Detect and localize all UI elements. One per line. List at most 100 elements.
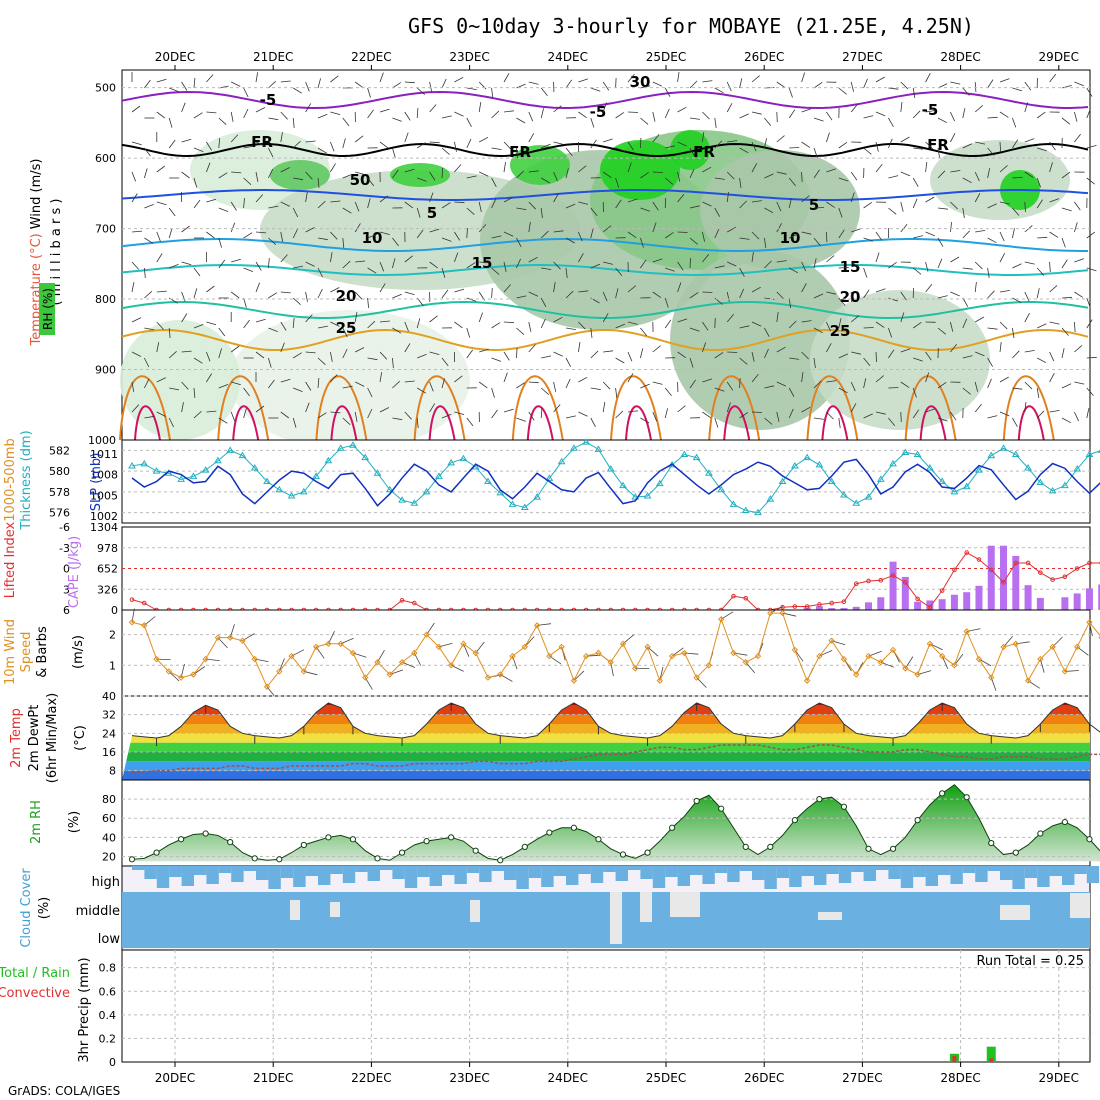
wind-barb xyxy=(404,380,415,383)
wind-barb xyxy=(1061,85,1072,89)
wind-barb xyxy=(441,378,445,389)
wind-speed-point xyxy=(767,609,774,617)
wind-barb xyxy=(850,192,855,203)
wind-barb xyxy=(702,166,712,173)
cloud-high-bar xyxy=(665,866,678,877)
wind-barb xyxy=(454,164,462,173)
cloud-high-bar xyxy=(776,866,790,878)
wind-barb xyxy=(714,87,724,94)
cloud-high-bar xyxy=(268,866,281,889)
wind-barb xyxy=(900,291,907,301)
rh-ytick: 20 xyxy=(102,850,116,863)
wind-speed-point xyxy=(153,655,160,663)
wind-speed-point xyxy=(214,634,222,641)
cloud-high-bar xyxy=(442,866,455,875)
wind-barb xyxy=(243,267,254,272)
wind-speed-point xyxy=(386,671,393,678)
thickness-point xyxy=(864,493,873,500)
wind-barb xyxy=(1012,207,1020,216)
wind-barb xyxy=(627,111,639,113)
wind-barb xyxy=(615,199,622,209)
wind-barb xyxy=(429,104,437,113)
wind-barb xyxy=(739,177,742,188)
wind-barb xyxy=(627,162,632,173)
rh-contour-fill xyxy=(270,160,330,190)
wind-barb xyxy=(677,171,681,182)
thickness-point xyxy=(398,496,406,503)
date-bottom-label: 22DEC xyxy=(351,1071,391,1085)
wind-speed-point xyxy=(460,640,467,647)
wind-barb xyxy=(330,75,339,83)
thickness-point xyxy=(754,508,762,516)
wind-barb xyxy=(1012,228,1015,239)
cloud-high-bar xyxy=(1037,866,1050,887)
cape-bar xyxy=(877,597,885,610)
wind-barb xyxy=(416,207,421,218)
wind-barb xyxy=(379,231,390,235)
wind-barb xyxy=(317,288,323,299)
wind-barb xyxy=(714,317,716,329)
wind-speed-point xyxy=(705,662,713,669)
rh-point xyxy=(963,794,970,801)
wind-barb xyxy=(379,261,385,272)
wind-barb xyxy=(305,81,310,92)
wind-barb xyxy=(305,192,308,203)
wind-barb xyxy=(603,350,614,353)
wind-barb xyxy=(764,207,774,214)
wind-barb xyxy=(1074,321,1076,333)
wind-barb xyxy=(367,297,369,308)
wind-barb xyxy=(640,348,644,359)
wind-barb xyxy=(169,387,180,391)
wind-barb xyxy=(354,201,360,212)
wind-speed-point xyxy=(902,665,909,672)
wind-barb xyxy=(144,327,155,331)
wind-barb xyxy=(231,81,241,87)
thickness-point xyxy=(1011,450,1020,458)
wind-barb xyxy=(243,145,254,149)
wind-barb xyxy=(429,351,440,355)
thickness-point xyxy=(250,464,259,471)
contour-label: 50 xyxy=(350,171,371,189)
temp-ytick: 8 xyxy=(109,765,116,778)
thickness-point xyxy=(496,488,505,496)
wind-ytick: 1 xyxy=(109,659,116,672)
wind-barb xyxy=(292,117,295,128)
cloud-high-bar xyxy=(466,866,480,873)
wind-barb xyxy=(863,289,870,299)
wind-barb xyxy=(739,267,745,277)
wind-speed-point xyxy=(497,671,504,678)
wind-barb xyxy=(169,87,179,92)
wind-barb xyxy=(652,291,662,299)
wind-barb xyxy=(268,168,274,179)
rh-point xyxy=(1012,849,1019,856)
wind-barb xyxy=(516,382,526,389)
lifted-point xyxy=(129,597,135,602)
cloud-high-bar xyxy=(218,866,232,873)
cloud-high-bar xyxy=(652,866,666,888)
wind-barb xyxy=(503,372,508,383)
wind-barb xyxy=(540,207,543,218)
wind-barb xyxy=(925,231,935,237)
wind-barb xyxy=(615,410,624,419)
thickness-point xyxy=(987,451,996,459)
wind-barb xyxy=(553,141,564,145)
wind-barb xyxy=(429,192,434,203)
cloud-high-bar xyxy=(801,866,814,876)
wind-barb xyxy=(950,411,957,421)
wind-barb xyxy=(293,265,304,269)
wind-barb xyxy=(466,227,468,239)
thickness-point xyxy=(876,475,885,482)
wind-barb xyxy=(243,232,253,239)
freezing-level xyxy=(121,142,1089,158)
wind-barb xyxy=(751,111,762,115)
lifted-ytick: 0 xyxy=(63,563,70,576)
thickness-point xyxy=(299,487,308,495)
wind-barb xyxy=(305,291,308,302)
wind-barb xyxy=(1024,350,1035,353)
wind-barb xyxy=(590,87,601,92)
wind-barb xyxy=(999,111,1009,118)
wind-barb xyxy=(739,357,748,365)
wind-barb xyxy=(689,357,694,368)
cloud-high-bar xyxy=(1086,866,1100,883)
